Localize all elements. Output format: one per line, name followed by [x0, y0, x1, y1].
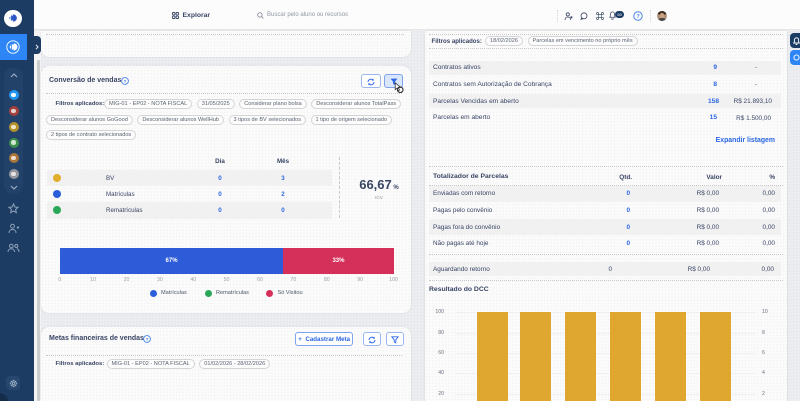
svg-text:?: ?: [124, 79, 127, 84]
svg-text:?: ?: [636, 14, 640, 20]
svg-text:?: ?: [146, 337, 149, 342]
